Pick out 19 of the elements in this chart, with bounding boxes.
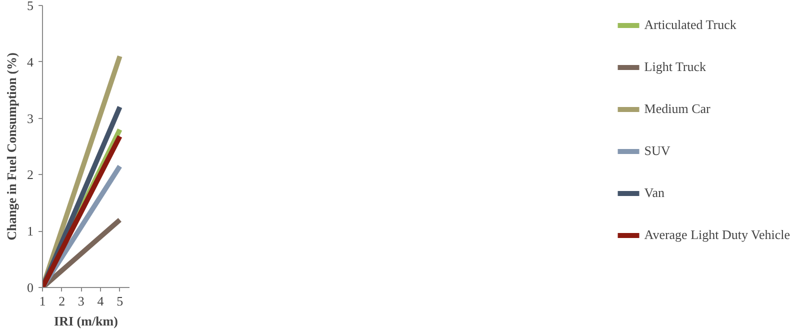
x-tick-label: 5 <box>116 294 124 308</box>
x-tick-label: 2 <box>58 294 66 308</box>
legend-label: Articulated Truck <box>644 17 736 33</box>
y-tick-label: 5 <box>27 0 34 13</box>
y-tick-label: 2 <box>27 167 34 182</box>
legend-label: Medium Car <box>644 101 710 117</box>
x-tick-label: 4 <box>97 294 104 308</box>
x-tick-label: 1 <box>39 294 46 308</box>
y-tick-label: 0 <box>27 280 34 295</box>
legend-label: Light Truck <box>644 59 706 75</box>
y-tick-label: 3 <box>27 110 34 126</box>
y-tick-label: 1 <box>27 224 34 239</box>
legend-label: Van <box>644 185 664 201</box>
y-tick-label: 4 <box>27 54 34 70</box>
x-tick-label: 3 <box>78 294 84 308</box>
x-axis-title: IRI (m/km) <box>54 314 118 328</box>
legend-label: SUV <box>644 143 670 159</box>
y-axis-title: Change in Fuel Consumption (%) <box>4 52 19 240</box>
legend-label: Average Light Duty Vehicle <box>644 227 790 243</box>
